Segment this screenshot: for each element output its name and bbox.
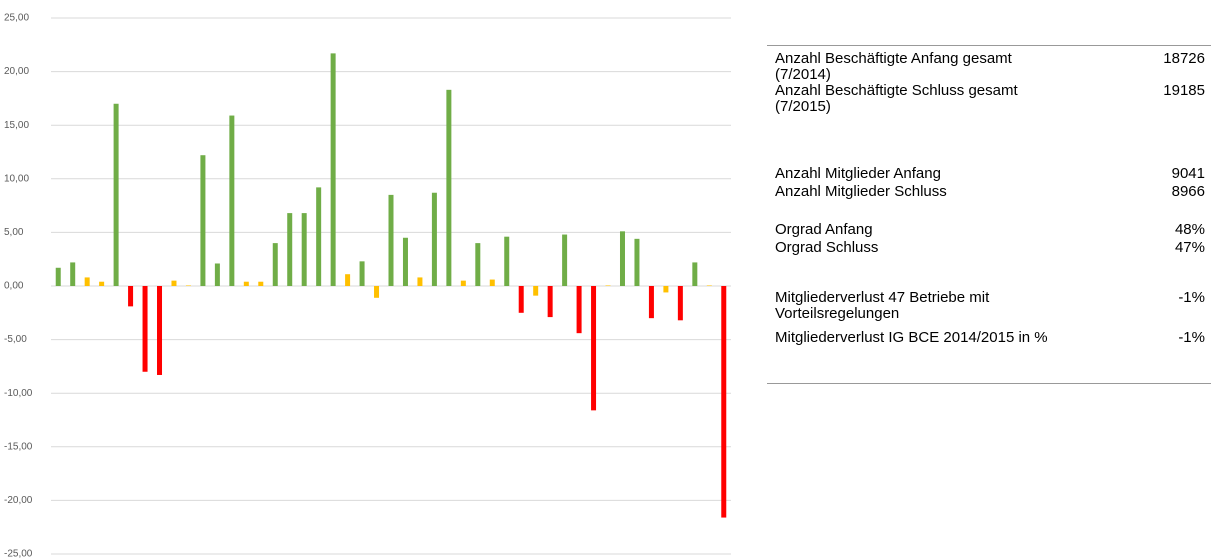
bar: [287, 213, 293, 286]
row-label: Anzahl Mitglieder Schluss: [775, 183, 947, 200]
y-tick-label: 0,00: [4, 281, 24, 292]
bar: [388, 194, 394, 286]
bar: [706, 285, 712, 286]
bar: [157, 286, 163, 375]
y-tick-label: -20,00: [4, 495, 33, 506]
row-value: 18726: [1163, 50, 1205, 67]
y-tick-label: 10,00: [4, 173, 29, 184]
table-row: Orgrad Anfang 48%: [775, 222, 1205, 254]
y-tick-label: 20,00: [4, 66, 29, 77]
bar: [272, 243, 278, 286]
row-label: Anzahl Mitglieder Anfang: [775, 165, 941, 182]
bar: [316, 187, 322, 286]
bar: [663, 286, 669, 293]
bar: [504, 236, 510, 286]
bar: [142, 286, 148, 372]
y-tick-label: -10,00: [4, 388, 33, 399]
bar: [99, 281, 105, 286]
table-row: Orgrad Schluss 47%: [775, 240, 1205, 272]
bar: [692, 262, 698, 286]
row-label: Anzahl Beschäftigte Anfang gesamt (7/201…: [775, 50, 1012, 83]
table-row: Mitgliederverlust IG BCE 2014/2015 in % -…: [775, 330, 1205, 362]
bar: [547, 286, 553, 318]
bar: [489, 279, 495, 286]
bar: [330, 53, 336, 286]
bar: [619, 231, 625, 286]
bar: [518, 286, 524, 313]
row-label: Mitgliederverlust 47 Betriebe mit Vortei…: [775, 289, 990, 322]
bar: [648, 286, 654, 319]
bar: [345, 274, 351, 286]
table-row: Anzahl Beschäftigte Anfang gesamt (7/201…: [775, 51, 1205, 83]
bar: [171, 280, 177, 286]
bar: [374, 286, 380, 298]
bar: [185, 285, 191, 286]
bar: [591, 286, 597, 411]
y-tick-label: 15,00: [4, 120, 29, 131]
bar: [475, 243, 481, 286]
row-value: -1%: [1178, 329, 1205, 346]
row-label: Mitgliederverlust IG BCE 2014/2015 in %: [775, 329, 1048, 346]
bar: [431, 192, 437, 286]
bar: [562, 234, 568, 286]
bar: [200, 155, 206, 286]
bar: [359, 261, 365, 286]
bar: [301, 213, 307, 286]
bar: [634, 238, 640, 286]
row-value: 19185: [1163, 82, 1205, 99]
bar: [605, 285, 611, 286]
bar: [576, 286, 582, 334]
bar: [55, 267, 61, 286]
bar: [677, 286, 683, 321]
y-tick-label: -5,00: [4, 334, 27, 345]
y-tick-label: -25,00: [4, 549, 33, 558]
bar: [446, 89, 452, 286]
table-row: Mitgliederverlust 47 Betriebe mit Vortei…: [775, 290, 1205, 322]
bar: [533, 286, 539, 296]
bar: [721, 286, 727, 518]
row-value: -1%: [1178, 289, 1205, 306]
row-label: Anzahl Beschäftigte Schluss gesamt (7/20…: [775, 82, 1018, 115]
bar: [84, 277, 90, 286]
summary-table: Anzahl Beschäftigte Anfang gesamt (7/201…: [767, 45, 1211, 384]
y-tick-label: -15,00: [4, 441, 33, 452]
row-label: Orgrad Anfang: [775, 221, 873, 238]
chart: 25,00 20,00 15,00 10,00 5,00 0,00 -5,00 -10,00 -…: [4, 13, 731, 558]
bar: [258, 281, 264, 286]
bar: [229, 115, 235, 286]
bar: [128, 286, 134, 307]
bar: [243, 281, 249, 286]
bar: [113, 103, 119, 286]
y-tick-label: 5,00: [4, 227, 24, 238]
row-value: 47%: [1174, 239, 1205, 256]
table-row: Anzahl Mitglieder Schluss 8966: [775, 184, 1205, 216]
table-row: Anzahl Beschäftigte Schluss gesamt (7/20…: [775, 83, 1205, 115]
bar: [214, 263, 220, 286]
row-value: 9041: [1171, 165, 1205, 182]
row-value: 48%: [1174, 221, 1205, 238]
bar: [70, 262, 76, 286]
bar: [417, 277, 423, 286]
y-tick-label: 25,00: [4, 13, 29, 24]
row-value: 8966: [1171, 183, 1205, 200]
table-row: Anzahl Mitglieder Anfang 9041: [775, 166, 1205, 198]
row-label: Orgrad Schluss: [775, 239, 879, 256]
bar: [402, 237, 408, 286]
bar: [460, 280, 466, 286]
